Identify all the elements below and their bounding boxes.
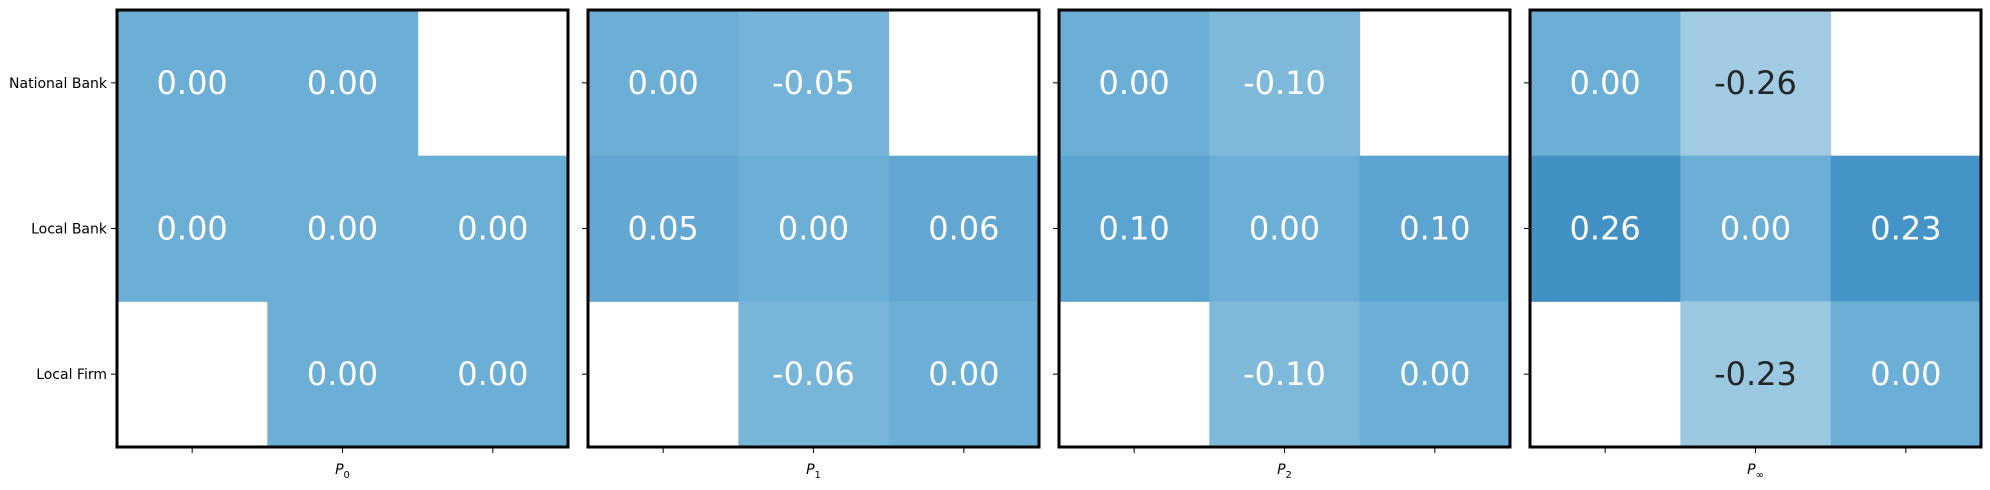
heatmap-cell bbox=[417, 301, 569, 448]
cell-value-label: -0.06 bbox=[772, 355, 855, 393]
heatmap-cell bbox=[738, 10, 890, 157]
x-axis-label-subscript: 2 bbox=[1286, 470, 1292, 481]
heatmap-cell bbox=[1680, 10, 1832, 157]
heatmap-cell bbox=[1530, 10, 1681, 157]
cell-value-label: 0.10 bbox=[1099, 210, 1170, 248]
cell-value-label: 0.00 bbox=[628, 64, 699, 102]
cell-value-label: 0.00 bbox=[307, 210, 378, 248]
heatmap-panel: 0.00 0.00 0.00 0.00 0.00 0.00 0.00 P0 bbox=[111, 8, 570, 481]
cell-value-label: 0.23 bbox=[1870, 210, 1941, 248]
x-axis-label-base: P bbox=[1277, 462, 1286, 478]
heatmap-cell bbox=[588, 10, 739, 157]
row-label: Local Bank bbox=[31, 222, 108, 238]
cell-value-label: 0.00 bbox=[307, 64, 378, 102]
x-axis-label: P0 bbox=[335, 462, 350, 481]
x-axis-label: P1 bbox=[806, 462, 821, 481]
cell-value-label: 0.00 bbox=[157, 64, 228, 102]
heatmap-cell bbox=[1830, 301, 1982, 448]
heatmap-cell bbox=[117, 155, 268, 302]
cell-value-label: 0.00 bbox=[457, 210, 528, 248]
cell-value-label: -0.10 bbox=[1243, 64, 1326, 102]
row-label: National Bank bbox=[9, 76, 108, 92]
cell-value-label: -0.26 bbox=[1714, 64, 1797, 102]
cell-value-label: 0.26 bbox=[1570, 210, 1641, 248]
cell-value-label: 0.00 bbox=[1399, 355, 1470, 393]
heatmap-cell bbox=[1359, 301, 1511, 448]
cell-value-label: 0.06 bbox=[928, 210, 999, 248]
heatmap-cell bbox=[738, 301, 890, 448]
x-axis-label-base: P bbox=[335, 462, 344, 478]
cell-value-label: 0.00 bbox=[457, 355, 528, 393]
heatmap-panel: 0.00 -0.10 0.10 0.00 0.10 -0.10 0.00 P2 bbox=[1053, 8, 1512, 481]
cell-value-label: 0.00 bbox=[1249, 210, 1320, 248]
cell-value-label: -0.10 bbox=[1243, 355, 1326, 393]
heatmap-cell bbox=[1680, 155, 1832, 302]
heatmap-cell bbox=[1209, 10, 1361, 157]
heatmap-panel: 0.00 -0.05 0.05 0.00 0.06 -0.06 0.00 P1 bbox=[582, 8, 1041, 481]
cell-value-label: -0.23 bbox=[1714, 355, 1797, 393]
cell-value-label: 0.00 bbox=[307, 355, 378, 393]
panel-frame bbox=[1057, 8, 1512, 449]
x-axis-label-subscript: 1 bbox=[815, 470, 821, 481]
cell-value-label: 0.00 bbox=[1570, 64, 1641, 102]
heatmap-cell bbox=[888, 155, 1040, 302]
heatmap-cell bbox=[267, 301, 419, 448]
cell-value-label: 0.00 bbox=[928, 355, 999, 393]
cell-value-label: 0.00 bbox=[778, 210, 849, 248]
heatmap-cell bbox=[267, 155, 419, 302]
cell-value-label: 0.00 bbox=[157, 210, 228, 248]
x-axis-label: P∞ bbox=[1747, 462, 1764, 481]
cell-value-label: 0.10 bbox=[1399, 210, 1470, 248]
panel-frame bbox=[586, 8, 1041, 449]
cell-value-label: 0.00 bbox=[1720, 210, 1791, 248]
cell-value-label: 0.00 bbox=[1870, 355, 1941, 393]
x-axis-label-subscript: ∞ bbox=[1756, 470, 1764, 481]
heatmap-cell bbox=[1359, 155, 1511, 302]
cell-value-label: 0.05 bbox=[628, 210, 699, 248]
x-axis-label-base: P bbox=[1747, 462, 1756, 478]
x-axis-label: P2 bbox=[1277, 462, 1292, 481]
cell-value-label: 0.00 bbox=[1099, 64, 1170, 102]
heatmap-cell bbox=[417, 155, 569, 302]
heatmap-cell bbox=[1830, 155, 1982, 302]
heatmap-cell bbox=[738, 155, 890, 302]
heatmap-cell bbox=[117, 10, 268, 157]
heatmap-cell bbox=[888, 301, 1040, 448]
heatmap-cell bbox=[1209, 301, 1361, 448]
heatmap-panel: 0.00 -0.26 0.26 0.00 0.23 -0.23 0.00 P∞ bbox=[1524, 8, 1983, 481]
cell-value-label: -0.05 bbox=[772, 64, 855, 102]
heatmap-cell bbox=[267, 10, 419, 157]
x-axis-label-base: P bbox=[806, 462, 815, 478]
heatmap-cell bbox=[1209, 155, 1361, 302]
row-label: Local Firm bbox=[36, 367, 107, 383]
heatmap-cell bbox=[1059, 155, 1210, 302]
heatmap-cell bbox=[1530, 155, 1681, 302]
panel-frame bbox=[115, 8, 570, 449]
heatmap-cell bbox=[588, 155, 739, 302]
panel-frame bbox=[1528, 8, 1983, 449]
heatmap-cell bbox=[1680, 301, 1832, 448]
x-axis-label-subscript: 0 bbox=[344, 470, 350, 481]
heatmap-cell bbox=[1059, 10, 1210, 157]
